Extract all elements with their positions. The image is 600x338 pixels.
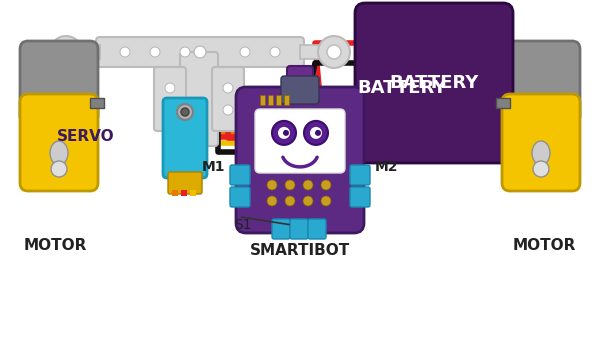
- FancyBboxPatch shape: [180, 52, 218, 146]
- Circle shape: [272, 121, 296, 145]
- FancyBboxPatch shape: [20, 41, 98, 124]
- Bar: [276, 95, 281, 105]
- Circle shape: [283, 130, 289, 136]
- Circle shape: [267, 180, 277, 190]
- FancyBboxPatch shape: [308, 219, 326, 239]
- Circle shape: [533, 161, 549, 177]
- FancyBboxPatch shape: [502, 41, 580, 124]
- Circle shape: [165, 83, 175, 93]
- Text: S1: S1: [234, 218, 251, 232]
- Text: MOTOR: MOTOR: [23, 238, 87, 252]
- Text: M1: M1: [202, 160, 225, 174]
- Circle shape: [181, 108, 189, 116]
- FancyBboxPatch shape: [20, 94, 98, 191]
- Circle shape: [267, 196, 277, 206]
- Bar: [90, 98, 104, 108]
- Circle shape: [315, 130, 321, 136]
- FancyBboxPatch shape: [350, 187, 370, 207]
- Circle shape: [59, 45, 73, 59]
- Ellipse shape: [532, 141, 550, 165]
- Bar: [300, 45, 328, 59]
- Circle shape: [327, 45, 341, 59]
- Bar: [172, 190, 178, 196]
- Circle shape: [180, 47, 190, 57]
- Circle shape: [310, 127, 322, 139]
- Circle shape: [240, 47, 250, 57]
- FancyBboxPatch shape: [212, 67, 244, 131]
- Circle shape: [321, 196, 331, 206]
- Text: SMARTIBOT: SMARTIBOT: [250, 243, 350, 258]
- Circle shape: [150, 47, 160, 57]
- Circle shape: [303, 196, 313, 206]
- Bar: [496, 98, 510, 108]
- FancyBboxPatch shape: [287, 66, 313, 100]
- Bar: [284, 95, 289, 105]
- FancyBboxPatch shape: [502, 94, 580, 191]
- Circle shape: [318, 36, 350, 68]
- Circle shape: [223, 105, 233, 115]
- Circle shape: [278, 127, 290, 139]
- Circle shape: [303, 180, 313, 190]
- Circle shape: [51, 161, 67, 177]
- Text: M2: M2: [375, 160, 398, 174]
- FancyBboxPatch shape: [272, 219, 290, 239]
- Bar: [260, 95, 265, 105]
- Circle shape: [177, 104, 193, 120]
- Circle shape: [304, 121, 328, 145]
- Text: BATTERY: BATTERY: [389, 74, 479, 92]
- Circle shape: [223, 83, 233, 93]
- FancyBboxPatch shape: [96, 37, 304, 67]
- Bar: [181, 190, 187, 196]
- Circle shape: [321, 180, 331, 190]
- FancyBboxPatch shape: [355, 3, 513, 163]
- Ellipse shape: [50, 141, 68, 165]
- Circle shape: [120, 47, 130, 57]
- FancyBboxPatch shape: [236, 87, 364, 233]
- FancyBboxPatch shape: [281, 76, 319, 104]
- Bar: [268, 95, 273, 105]
- FancyBboxPatch shape: [230, 165, 250, 185]
- FancyBboxPatch shape: [290, 219, 308, 239]
- Circle shape: [270, 47, 280, 57]
- Circle shape: [50, 36, 82, 68]
- Bar: [190, 190, 196, 196]
- Text: BATTERY: BATTERY: [358, 79, 446, 97]
- Circle shape: [285, 196, 295, 206]
- FancyBboxPatch shape: [168, 172, 202, 194]
- FancyBboxPatch shape: [154, 67, 186, 131]
- Text: MOTOR: MOTOR: [512, 238, 576, 252]
- Text: SERVO: SERVO: [57, 129, 115, 144]
- Bar: [72, 45, 100, 59]
- Circle shape: [194, 46, 206, 58]
- Circle shape: [165, 105, 175, 115]
- FancyBboxPatch shape: [255, 109, 345, 173]
- FancyBboxPatch shape: [163, 98, 207, 178]
- Circle shape: [285, 180, 295, 190]
- FancyBboxPatch shape: [230, 187, 250, 207]
- FancyBboxPatch shape: [350, 165, 370, 185]
